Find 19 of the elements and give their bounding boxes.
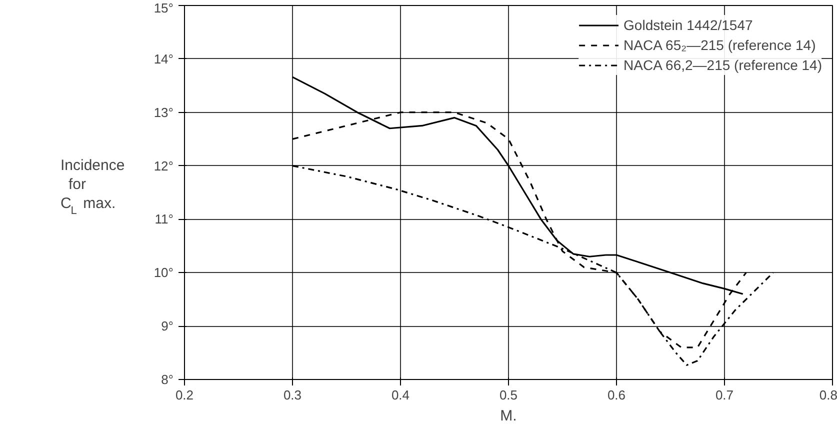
legend-label: Goldstein 1442/1547 [624,17,753,33]
x-tick-label: 0.5 [499,388,518,402]
x-tick-label: 0.8 [819,388,837,402]
x-tick-label: 0.2 [175,388,194,402]
y-tick-label: 14° [154,51,174,66]
x-tick-label: 0.6 [607,388,626,402]
x-tick-label: 0.3 [283,388,302,402]
y-tick-label: 9° [161,318,174,334]
y-tick-label: 12° [154,158,174,174]
y-tick-label: 10° [154,265,174,280]
y-tick-label: 11° [154,212,174,227]
legend-label: NACA 66,2—215 (reference 14) [624,57,822,73]
x-tick-label: 0.4 [391,388,410,402]
x-axis-title: M. [500,408,517,424]
x-tick-label: 0.7 [715,388,734,402]
legend-label: NACA 65₂—215 (reference 14) [624,37,816,53]
y-tick-label: 13° [154,104,174,120]
y-tick-label: 8° [161,372,174,387]
y-tick-label: 15° [154,0,174,16]
